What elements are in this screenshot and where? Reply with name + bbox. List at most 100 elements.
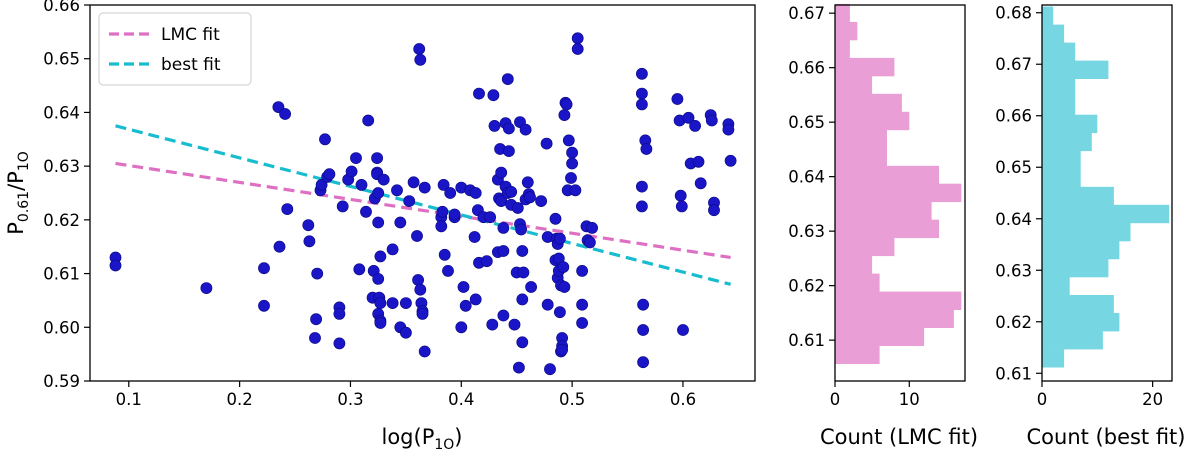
scatter-point <box>636 200 648 213</box>
scatter-point <box>258 299 270 312</box>
histogram-bar <box>835 327 925 346</box>
y-tick-label: 0.62 <box>788 277 825 296</box>
scatter-point <box>540 137 553 150</box>
scatter-x-ticks: 0.1 0.2 0.3 0.4 0.5 0.6 <box>116 381 696 409</box>
scatter-point <box>556 343 568 356</box>
histogram-bar <box>1042 240 1120 260</box>
scatter-point <box>412 274 424 286</box>
scatter-point <box>689 120 701 132</box>
y-tick-label: 0.63 <box>995 261 1032 280</box>
scatter-point <box>469 293 482 306</box>
scatter-point <box>399 297 412 309</box>
scatter-point <box>558 281 571 293</box>
legend-label-lmc-fit: LMC fit <box>161 25 220 45</box>
scatter-point <box>525 281 537 293</box>
x-title-sub: 1O <box>434 437 454 452</box>
scatter-point <box>677 324 689 336</box>
scatter-point <box>377 173 390 186</box>
histogram-bar <box>835 21 858 41</box>
scatter-point <box>636 98 648 111</box>
histogram-best-fit-x-ticks: 0 20 <box>1037 381 1163 409</box>
histogram-lmc-fit-panel: 0 10 0.61 0.62 0.63 0.64 0.65 0.66 0.67 Count (… <box>788 3 978 449</box>
scatter-point <box>309 332 321 344</box>
scatter-point <box>637 324 649 336</box>
y-tick-label: 0.63 <box>788 222 825 241</box>
scatter-point <box>333 337 346 350</box>
scatter-point <box>519 123 532 136</box>
y-tick-label: 0.62 <box>43 211 80 230</box>
y-tick-label: 0.65 <box>995 158 1032 177</box>
scatter-point <box>495 166 508 179</box>
histogram-bar <box>1042 295 1114 314</box>
scatter-point <box>310 313 322 326</box>
y-tick-label: 0.68 <box>995 4 1032 23</box>
histogram-bar <box>835 273 880 292</box>
scatter-point <box>372 216 385 229</box>
x-tick-label: 0 <box>1037 390 1048 409</box>
scatter-point <box>336 200 349 213</box>
scatter-point <box>505 185 518 198</box>
scatter-point <box>576 264 588 277</box>
histogram-best-fit-bars <box>1042 6 1170 368</box>
y-tick-label: 0.65 <box>43 50 80 69</box>
histogram-bar <box>835 255 873 275</box>
scatter-point <box>544 363 556 376</box>
scatter-point <box>565 172 577 184</box>
histogram-bar <box>1042 313 1120 332</box>
scatter-point <box>386 297 399 309</box>
scatter-point <box>350 152 362 164</box>
scatter-point <box>353 263 366 276</box>
scatter-point <box>403 195 416 207</box>
scatter-point <box>109 259 122 272</box>
histogram-bar <box>835 309 954 328</box>
scatter-point <box>516 293 529 306</box>
y-tick-label: 0.62 <box>995 313 1032 332</box>
scatter-point <box>487 89 500 102</box>
histogram-bar <box>835 165 939 185</box>
histogram-bar <box>1042 186 1114 206</box>
scatter-point <box>637 298 649 311</box>
scatter-point <box>549 212 562 225</box>
histogram-lmc-fit-x-ticks: 0 10 <box>830 381 920 409</box>
histogram-bar <box>835 39 850 59</box>
x-tick-label: 0.3 <box>337 390 363 409</box>
histogram-bar <box>1042 78 1076 98</box>
scatter-point <box>333 307 346 320</box>
y-tick-label: 0.63 <box>43 157 80 176</box>
scatter-point <box>576 298 588 311</box>
scatter-point <box>508 318 521 331</box>
histogram-bar <box>1042 150 1081 170</box>
histogram-bar <box>835 237 895 257</box>
legend: LMC fit best fit <box>98 12 252 86</box>
scatter-point <box>722 123 735 136</box>
scatter-point <box>399 326 412 339</box>
scatter-point <box>516 336 529 349</box>
scatter-point <box>557 261 570 273</box>
scatter-point <box>480 255 493 268</box>
histogram-bar <box>1042 258 1109 278</box>
scatter-point <box>315 178 328 191</box>
scatter-point <box>560 98 573 111</box>
scatter-panel: 0.1 0.2 0.3 0.4 0.5 0.6 0.590.600.610.620.630… <box>4 0 756 452</box>
scatter-point <box>258 262 270 275</box>
scatter-point <box>437 178 450 191</box>
scatter-point <box>303 235 316 248</box>
scatter-points <box>109 32 737 376</box>
scatter-point <box>411 230 423 242</box>
scatter-point <box>724 154 737 167</box>
fit-line-lmc-fit <box>115 161 731 260</box>
scatter-point <box>558 109 571 121</box>
x-tick-label: 10 <box>899 390 920 409</box>
scatter-point <box>372 187 385 199</box>
legend-label-best-fit: best fit <box>161 55 221 75</box>
scatter-point <box>511 202 524 214</box>
scatter-point <box>448 208 461 221</box>
histogram-bar <box>835 147 887 167</box>
y-tick-label: 0.64 <box>995 210 1032 229</box>
scatter-frame <box>89 4 756 382</box>
scatter-point <box>444 187 457 199</box>
histogram-bar <box>1042 349 1065 368</box>
scatter-point <box>486 318 499 331</box>
y-tick-label: 0.66 <box>43 0 80 15</box>
scatter-point <box>576 317 588 329</box>
